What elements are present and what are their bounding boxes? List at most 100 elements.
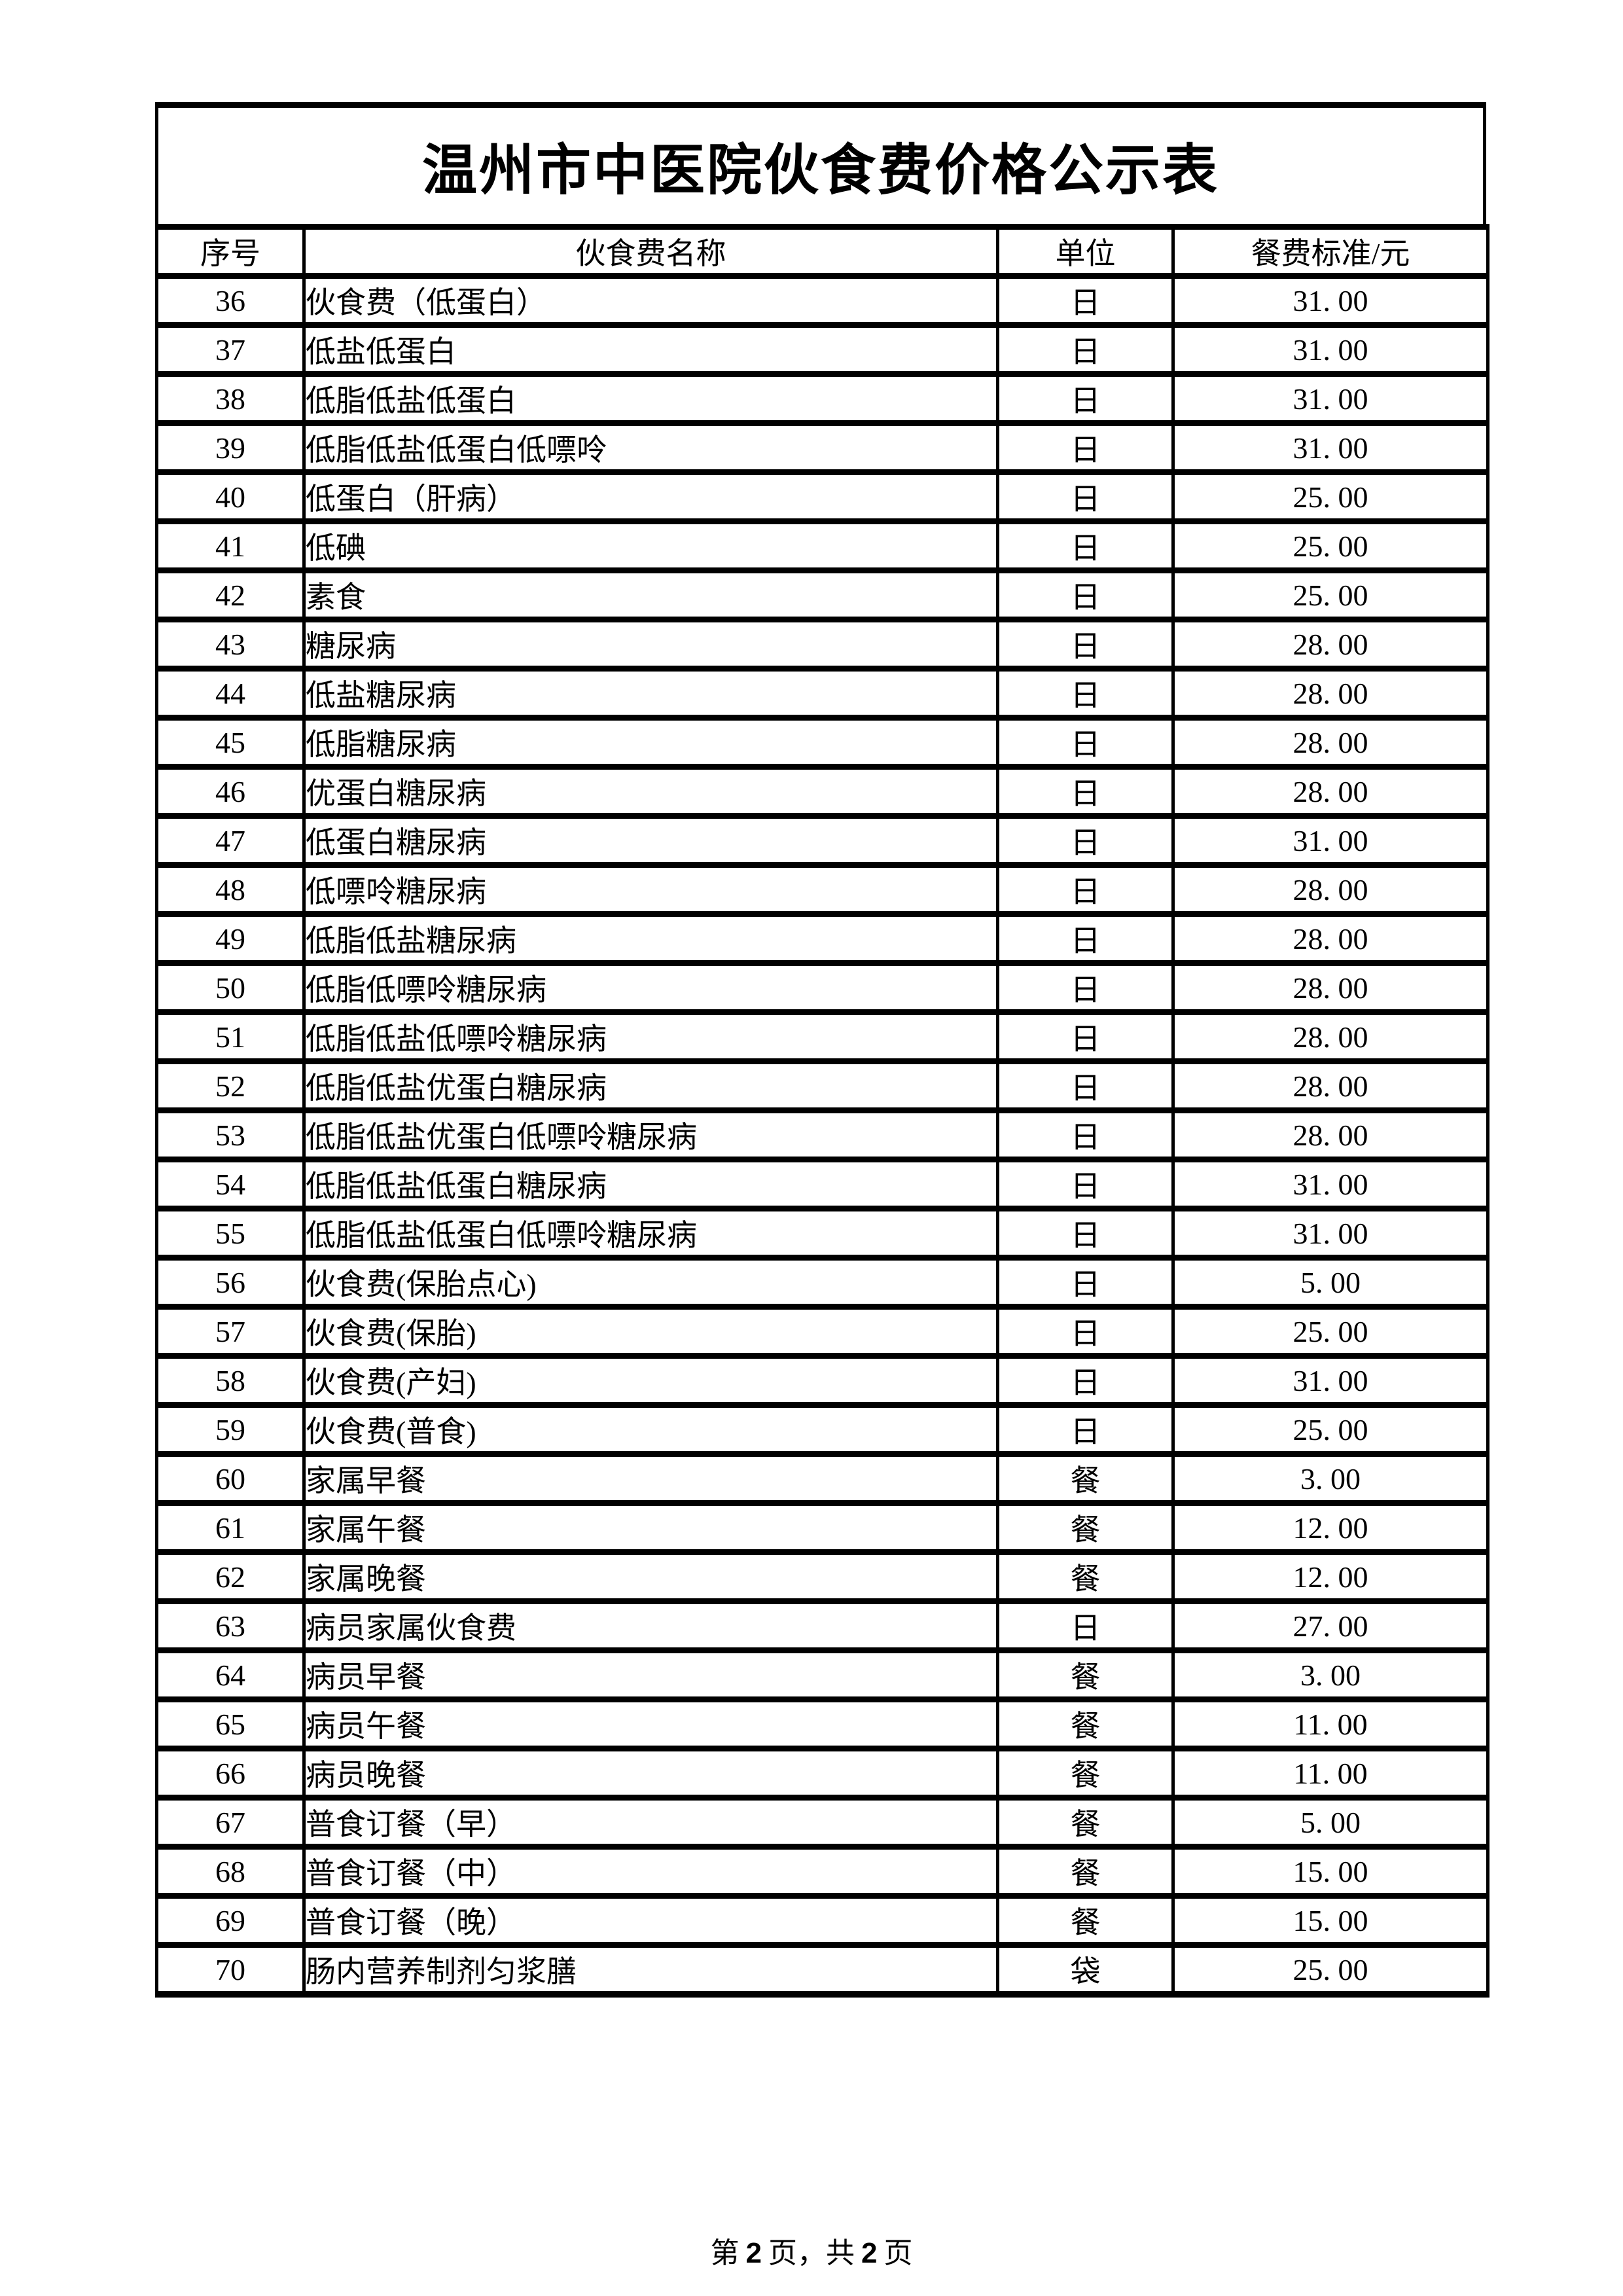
cell-name: 低脂低盐糖尿病	[302, 911, 999, 966]
cell-name: 家属午餐	[302, 1500, 999, 1555]
cell-unit: 日	[996, 1157, 1175, 1211]
cell-no: 40	[155, 469, 306, 524]
cell-price: 28. 00	[1171, 1009, 1489, 1064]
cell-no: 52	[155, 1058, 306, 1113]
page-title: 温州市中医院伙食费价格公示表	[155, 102, 1486, 224]
column-header-no: 序号	[155, 224, 306, 279]
cell-name: 低脂低盐低蛋白糖尿病	[302, 1157, 999, 1211]
cell-name: 家属晚餐	[302, 1549, 999, 1604]
table-row: 46 优蛋白糖尿病日 28. 00	[155, 764, 1489, 819]
cell-price: 5. 00	[1171, 1255, 1489, 1310]
cell-price: 28. 00	[1171, 666, 1489, 721]
cell-price: 11. 00	[1171, 1746, 1489, 1801]
table-row: 37 低盐低蛋白日 31. 00	[155, 322, 1489, 377]
table-row: 38 低脂低盐低蛋白日 31. 00	[155, 371, 1489, 426]
cell-no: 65	[155, 1696, 306, 1751]
cell-no: 51	[155, 1009, 306, 1064]
cell-no: 37	[155, 322, 306, 377]
cell-no: 59	[155, 1402, 306, 1457]
cell-unit: 日	[996, 1255, 1175, 1310]
cell-no: 60	[155, 1451, 306, 1506]
cell-name: 低蛋白（肝病）	[302, 469, 999, 524]
cell-price: 25. 00	[1171, 469, 1489, 524]
cell-price: 28. 00	[1171, 764, 1489, 819]
cell-unit: 餐	[996, 1746, 1175, 1801]
cell-no: 57	[155, 1304, 306, 1359]
cell-no: 43	[155, 617, 306, 672]
cell-no: 53	[155, 1107, 306, 1162]
cell-no: 39	[155, 420, 306, 475]
cell-no: 41	[155, 518, 306, 573]
cell-price: 28. 00	[1171, 1107, 1489, 1162]
cell-name: 普食订餐（早）	[302, 1795, 999, 1850]
cell-price: 31. 00	[1171, 273, 1489, 328]
table-row: 53 低脂低盐优蛋白低嘌呤糖尿病日 28. 00	[155, 1107, 1489, 1162]
cell-no: 49	[155, 911, 306, 966]
cell-no: 68	[155, 1844, 306, 1899]
cell-name: 糖尿病	[302, 617, 999, 672]
table-row: 42 素食日 25. 00	[155, 567, 1489, 622]
cell-name: 伙食费(普食)	[302, 1402, 999, 1457]
cell-price: 12. 00	[1171, 1549, 1489, 1604]
column-header-price: 餐费标准/元	[1171, 224, 1489, 279]
cell-price: 31. 00	[1171, 1157, 1489, 1211]
cell-name: 低脂糖尿病	[302, 715, 999, 770]
cell-unit: 餐	[996, 1844, 1175, 1899]
table-row: 47 低蛋白糖尿病日 31. 00	[155, 813, 1489, 868]
cell-name: 伙食费(保胎)	[302, 1304, 999, 1359]
cell-no: 42	[155, 567, 306, 622]
page-number-footer: 第 2 页，共 2 页	[0, 2229, 1623, 2271]
table-row: 45 低脂糖尿病日 28. 00	[155, 715, 1489, 770]
cell-unit: 日	[996, 1304, 1175, 1359]
cell-no: 55	[155, 1206, 306, 1261]
table-row: 50 低脂低嘌呤糖尿病日 28. 00	[155, 960, 1489, 1015]
cell-price: 11. 00	[1171, 1696, 1489, 1751]
table-row: 54 低脂低盐低蛋白糖尿病日 31. 00	[155, 1157, 1489, 1211]
cell-no: 38	[155, 371, 306, 426]
table-row: 55 低脂低盐低蛋白低嘌呤糖尿病日 31. 00	[155, 1206, 1489, 1261]
cell-price: 25. 00	[1171, 518, 1489, 573]
cell-no: 67	[155, 1795, 306, 1850]
cell-unit: 日	[996, 1107, 1175, 1162]
cell-name: 伙食费(产妇)	[302, 1353, 999, 1408]
cell-name: 低嘌呤糖尿病	[302, 862, 999, 917]
table-row: 66 病员晚餐餐 11. 00	[155, 1746, 1489, 1801]
table-row: 70 肠内营养制剂匀浆膳袋 25. 00	[155, 1942, 1489, 1998]
cell-no: 47	[155, 813, 306, 868]
cell-name: 病员午餐	[302, 1696, 999, 1751]
cell-price: 31. 00	[1171, 1353, 1489, 1408]
cell-name: 低脂低盐优蛋白糖尿病	[302, 1058, 999, 1113]
cell-no: 63	[155, 1598, 306, 1653]
table-row: 43 糖尿病日 28. 00	[155, 617, 1489, 672]
cell-price: 31. 00	[1171, 813, 1489, 868]
cell-price: 3. 00	[1171, 1451, 1489, 1506]
cell-unit: 日	[996, 715, 1175, 770]
cell-unit: 日	[996, 1058, 1175, 1113]
table-row: 69 普食订餐（晚）餐 15. 00	[155, 1893, 1489, 1948]
cell-unit: 日	[996, 518, 1175, 573]
cell-price: 31. 00	[1171, 1206, 1489, 1261]
table-row: 65 病员午餐餐 11. 00	[155, 1696, 1489, 1751]
cell-no: 45	[155, 715, 306, 770]
cell-unit: 日	[996, 617, 1175, 672]
cell-no: 70	[155, 1942, 306, 1998]
cell-no: 62	[155, 1549, 306, 1604]
table-row: 36 伙食费（低蛋白）日 31. 00	[155, 273, 1489, 328]
cell-unit: 袋	[996, 1942, 1175, 1998]
cell-name: 普食订餐（晚）	[302, 1893, 999, 1948]
footer-total-pages: 2	[861, 2237, 878, 2269]
table-row: 39 低脂低盐低蛋白低嘌呤日 31. 00	[155, 420, 1489, 475]
cell-unit: 餐	[996, 1696, 1175, 1751]
cell-unit: 餐	[996, 1500, 1175, 1555]
table-row: 52 低脂低盐优蛋白糖尿病日 28. 00	[155, 1058, 1489, 1113]
cell-price: 25. 00	[1171, 1304, 1489, 1359]
table-row: 68 普食订餐（中）餐 15. 00	[155, 1844, 1489, 1899]
cell-name: 低脂低盐低蛋白低嘌呤糖尿病	[302, 1206, 999, 1261]
cell-price: 28. 00	[1171, 960, 1489, 1015]
column-header-unit: 单位	[996, 224, 1175, 279]
table-row: 49 低脂低盐糖尿病日 28. 00	[155, 911, 1489, 966]
cell-price: 15. 00	[1171, 1844, 1489, 1899]
table-row: 58 伙食费(产妇) 日 31. 00	[155, 1353, 1489, 1408]
cell-price: 28. 00	[1171, 911, 1489, 966]
